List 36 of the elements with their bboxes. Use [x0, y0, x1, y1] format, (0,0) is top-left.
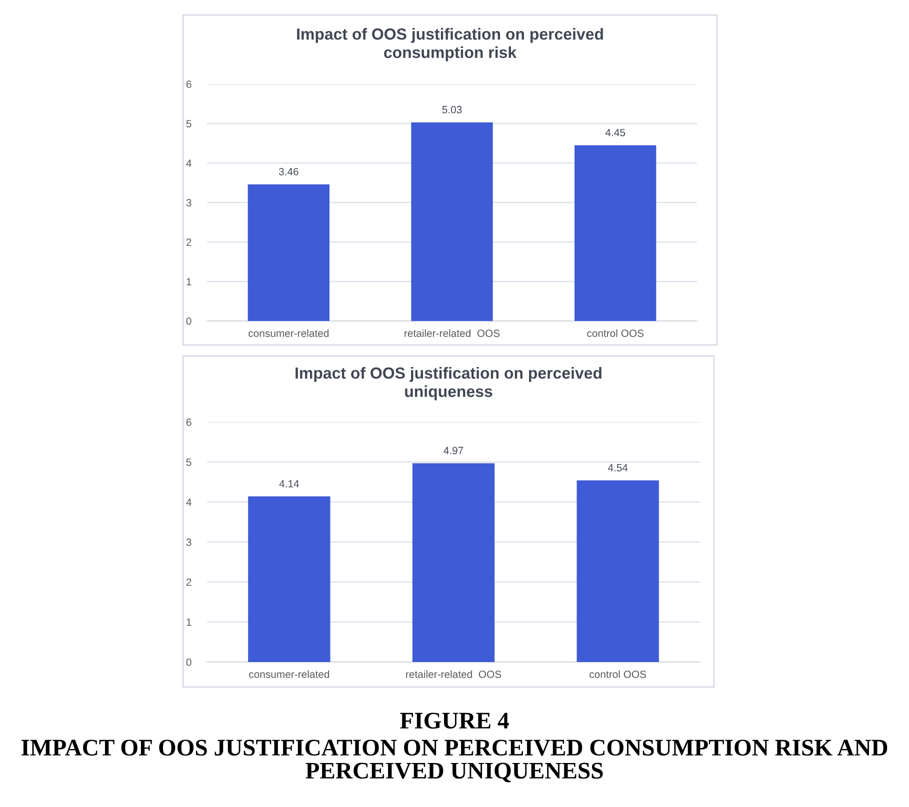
y-tick-label: 4 — [186, 498, 192, 506]
y-tick-label: 2 — [186, 578, 192, 586]
bar — [248, 184, 330, 321]
x-tick-label: consumer-related — [248, 329, 329, 337]
data-label: 4.45 — [605, 128, 626, 136]
y-tick-label: 1 — [186, 278, 192, 286]
y-tick-label: 1 — [186, 618, 192, 626]
y-tick-label: 4 — [186, 160, 192, 167]
y-tick-label: 3 — [186, 199, 192, 206]
bar — [412, 463, 495, 662]
caption: FIGURE 4 — [400, 712, 509, 729]
x-tick-label: retailer-related OOS — [406, 670, 502, 678]
data-label: 3.46 — [278, 168, 298, 176]
x-tick-label: control OOS — [587, 329, 644, 337]
x-tick-label: control OOS — [590, 670, 646, 678]
chart-title: Impact of OOS justification on perceived consumption risk — [297, 28, 603, 62]
y-tick-label: 0 — [186, 658, 192, 666]
chart-title: Impact of OOS justification on perceived uniqueness — [296, 367, 602, 400]
text: IMPACT OF OOS JUSTIFICATION ON PERCEIVED CONSUMPTION RISK AND PERCEIVED UNIQUENESS — [21, 740, 888, 782]
x-tick-label: retailer-related OOS — [404, 329, 500, 337]
bar — [248, 496, 330, 662]
data-label: 4.97 — [444, 446, 464, 454]
y-tick-label: 6 — [186, 418, 192, 426]
bar — [574, 145, 656, 321]
data-label: 5.03 — [442, 106, 462, 114]
x-tick-label: consumer-related — [249, 670, 330, 678]
y-tick-label: 5 — [186, 120, 192, 128]
y-tick-label: 3 — [186, 538, 192, 546]
y-tick-label: 0 — [186, 318, 192, 325]
y-tick-label: 5 — [186, 458, 192, 466]
data-label: 4.54 — [608, 464, 628, 472]
bar — [411, 122, 493, 321]
y-tick-label: 2 — [186, 238, 192, 246]
data-label: 4.14 — [279, 480, 299, 488]
y-tick-label: 6 — [186, 80, 192, 88]
bar — [576, 480, 659, 662]
